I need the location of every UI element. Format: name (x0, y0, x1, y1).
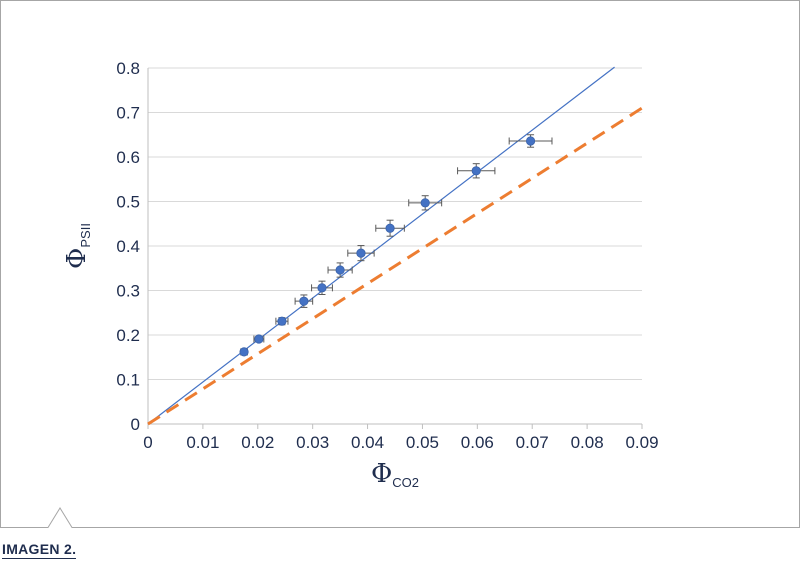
figure-caption: IMAGEN 2. (2, 541, 77, 559)
data-point (347, 245, 375, 262)
x-tick-label: 0.09 (625, 433, 658, 452)
data-point (275, 316, 289, 326)
data-point (294, 294, 314, 308)
point-marker (335, 265, 345, 275)
gridlines (148, 67, 642, 380)
x-tick-label: 0 (143, 433, 152, 452)
point-marker (385, 223, 395, 233)
y-tick-label: 0.1 (116, 371, 140, 390)
point-marker (356, 248, 366, 258)
y-axis-title: ΦPSII (62, 223, 93, 269)
y-tick-label: 0.3 (116, 282, 140, 301)
data-point (311, 280, 333, 296)
y-tick-labels: 0 0.1 0.2 0.3 0.4 0.5 0.6 0.7 0.8 (116, 59, 140, 434)
y-tick-label: 0.8 (116, 59, 140, 78)
x-axis-title: ΦCO2 (371, 459, 419, 490)
data-point (327, 262, 353, 278)
data-point (457, 163, 496, 179)
data-point (239, 347, 249, 357)
point-marker (277, 316, 287, 326)
x-tick-label: 0.01 (186, 433, 219, 452)
point-marker (525, 136, 536, 146)
x-tick-label: 0.06 (461, 433, 494, 452)
x-tick-label: 0.03 (296, 433, 329, 452)
x-tick-label: 0.05 (406, 433, 439, 452)
data-point (253, 334, 265, 344)
x-tick-labels: 0 0.01 0.02 0.03 0.04 0.05 0.06 0.07 0.08 0.09 (143, 433, 658, 452)
point-marker (254, 334, 264, 344)
x-tick-label: 0.07 (516, 433, 549, 452)
point-marker (317, 283, 327, 293)
x-tick-label: 0.08 (571, 433, 604, 452)
y-tick-label: 0 (131, 415, 140, 434)
data-points (239, 134, 553, 357)
x-tick-label: 0.04 (351, 433, 384, 452)
y-tick-label: 0.5 (116, 193, 140, 212)
point-marker (239, 347, 249, 357)
reference-line (147, 106, 643, 426)
trend-lines (147, 66, 643, 426)
data-point (375, 219, 405, 237)
axes (147, 68, 643, 429)
y-tick-label: 0.7 (116, 104, 140, 123)
y-tick-label: 0.4 (116, 237, 140, 256)
fit-line (147, 66, 615, 425)
y-tick-label: 0.2 (116, 326, 140, 345)
x-tick-label: 0.02 (241, 433, 274, 452)
data-point (508, 134, 553, 148)
point-marker (471, 166, 481, 176)
point-marker (420, 198, 430, 208)
data-point (408, 195, 443, 211)
y-tick-label: 0.6 (116, 148, 140, 167)
point-marker (299, 296, 309, 306)
